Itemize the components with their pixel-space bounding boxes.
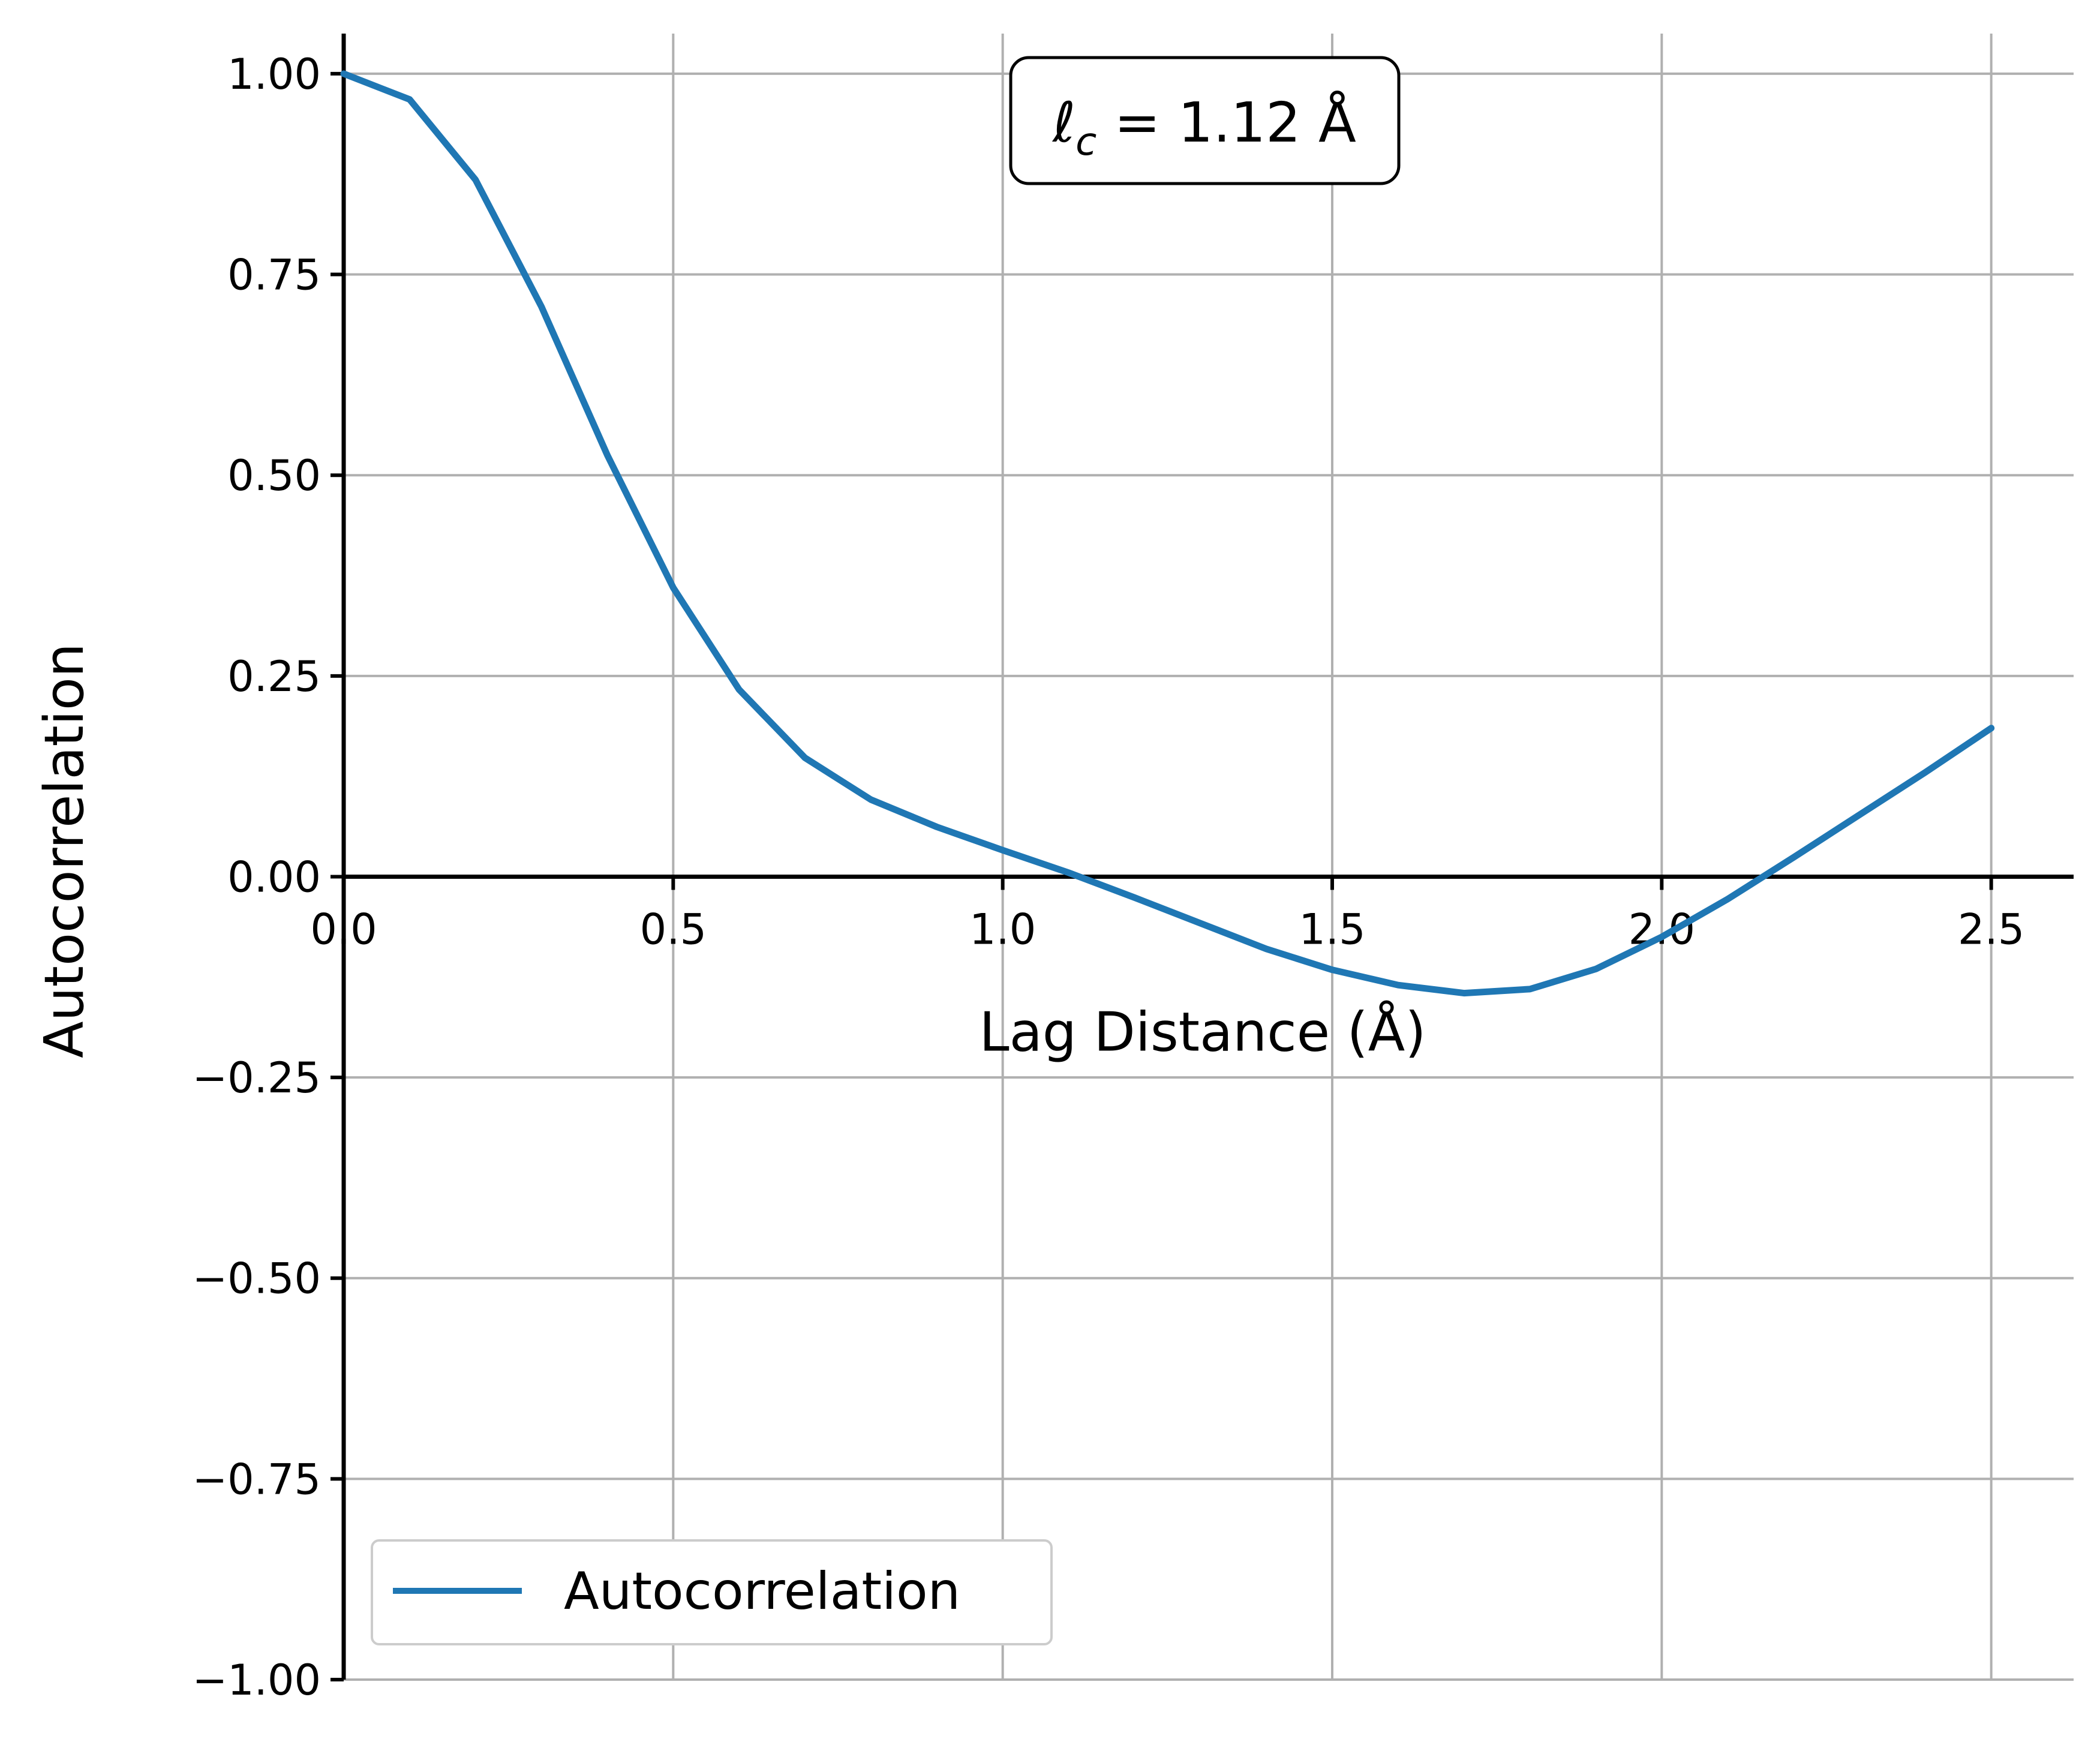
y-tick-label-7: −0.75 <box>192 1455 321 1504</box>
data-point-0-15 <box>1332 969 1333 970</box>
data-point-0-14 <box>1266 948 1267 949</box>
y-axis-title: Autocorrelation <box>33 643 96 1058</box>
y-axis-ticks: 1.00 0.75 0.50 0.25 0.00 −0.25 −0.50 −0.75 −1.00 <box>192 50 344 1705</box>
y-tick-label-3: 0.25 <box>227 652 321 701</box>
y-tick-label-1: 0.75 <box>227 251 321 300</box>
data-point-0-6 <box>739 689 740 690</box>
grid-lines <box>343 34 2074 1681</box>
annotation-value: = 1.12 Å <box>1096 90 1356 155</box>
series-layer <box>340 70 1995 997</box>
series-line-0 <box>340 70 1995 997</box>
data-point-0-12 <box>1134 897 1135 898</box>
legend-label-autocorrelation: Autocorrelation <box>564 1561 960 1621</box>
annotation-symbol: ℓ <box>1051 91 1075 155</box>
data-point-0-11 <box>1068 872 1069 873</box>
y-tick-label-6: −0.50 <box>192 1254 321 1304</box>
x-tick-label-3: 1.5 <box>1299 905 1365 954</box>
data-point-0-10 <box>1002 850 1003 851</box>
data-point-0-5 <box>673 587 674 588</box>
y-tick-label-2: 0.50 <box>227 451 321 500</box>
data-point-0-8 <box>870 799 871 800</box>
x-tick-label-5: 2.5 <box>1958 905 2024 954</box>
legend-box <box>371 1539 1053 1645</box>
data-point-0-1 <box>409 99 410 100</box>
annotation-text: ℓc = 1.12 Å <box>1051 90 1356 164</box>
annotation-subscript: c <box>1075 120 1096 164</box>
correlation-length-annotation: ℓc = 1.12 Å <box>1009 56 1401 185</box>
y-tick-label-0: 1.00 <box>227 50 321 99</box>
data-point-0-13 <box>1200 923 1201 924</box>
x-tick-label-2: 1.0 <box>969 905 1036 954</box>
y-tick-label-4: 0.00 <box>227 852 321 902</box>
legend: Autocorrelation <box>371 1539 1053 1645</box>
data-point-0-2 <box>475 179 476 180</box>
y-tick-label-5: −0.25 <box>192 1053 321 1103</box>
x-tick-label-1: 0.5 <box>640 905 707 954</box>
x-axis-title: Lag Distance (Å) <box>980 999 1426 1064</box>
annotation-box <box>1009 56 1401 185</box>
x-axis-ticks: 0.0 0.5 1.0 1.5 2.0 2.5 <box>310 876 2024 954</box>
x-tick-label-0: 0.0 <box>310 905 377 954</box>
y-tick-label-8: −1.00 <box>192 1656 321 1705</box>
data-point-0-22 <box>1793 857 1794 858</box>
